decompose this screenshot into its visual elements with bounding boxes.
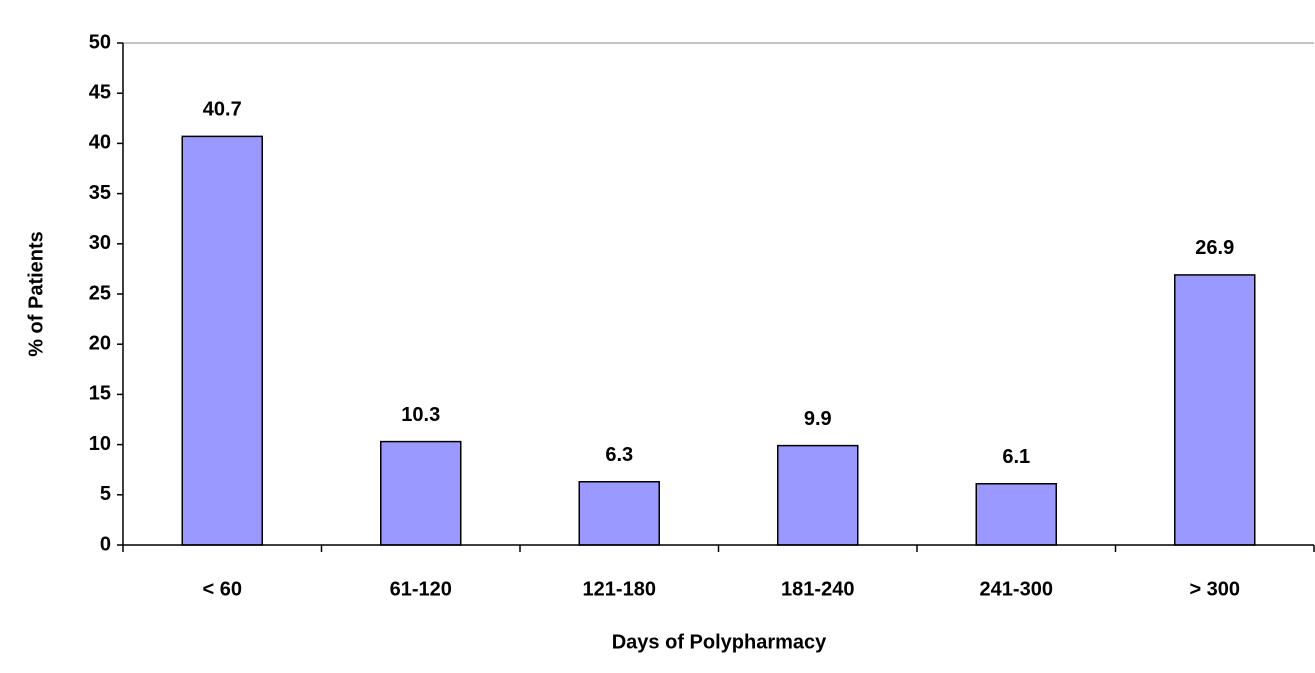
x-tick-label: 241-300 (980, 578, 1053, 600)
x-tick-label: < 60 (203, 578, 242, 600)
y-tick-label: 20 (89, 332, 111, 354)
data-label: 26.9 (1195, 237, 1234, 259)
y-tick-label: 5 (100, 483, 111, 505)
bar (1174, 274, 1256, 546)
data-label: 10.3 (401, 404, 440, 426)
y-tick-label: 30 (89, 232, 111, 254)
data-label: 40.7 (203, 99, 242, 121)
x-tick-label: 61-120 (390, 578, 452, 600)
bar (975, 483, 1057, 546)
y-tick-label: 40 (89, 132, 111, 154)
bar (380, 440, 462, 546)
y-tick-label: 45 (89, 81, 111, 103)
data-label: 6.3 (605, 444, 633, 466)
y-tick-label: 15 (89, 383, 111, 405)
bar (578, 480, 660, 546)
bar (181, 135, 263, 546)
y-tick-label: 0 (100, 533, 111, 555)
x-tick-label: > 300 (1189, 578, 1240, 600)
y-tick-label: 10 (89, 433, 111, 455)
x-tick-label: 121-180 (583, 578, 656, 600)
y-tick-label: 35 (89, 182, 111, 204)
y-axis-label: % of Patients (25, 231, 47, 357)
x-axis-label: Days of Polypharmacy (612, 631, 827, 653)
data-label: 9.9 (804, 408, 832, 430)
data-label: 6.1 (1002, 446, 1030, 468)
y-tick-label: 25 (89, 282, 111, 304)
bar (777, 444, 859, 546)
x-tick-label: 181-240 (781, 578, 854, 600)
y-tick-label: 50 (89, 31, 111, 53)
